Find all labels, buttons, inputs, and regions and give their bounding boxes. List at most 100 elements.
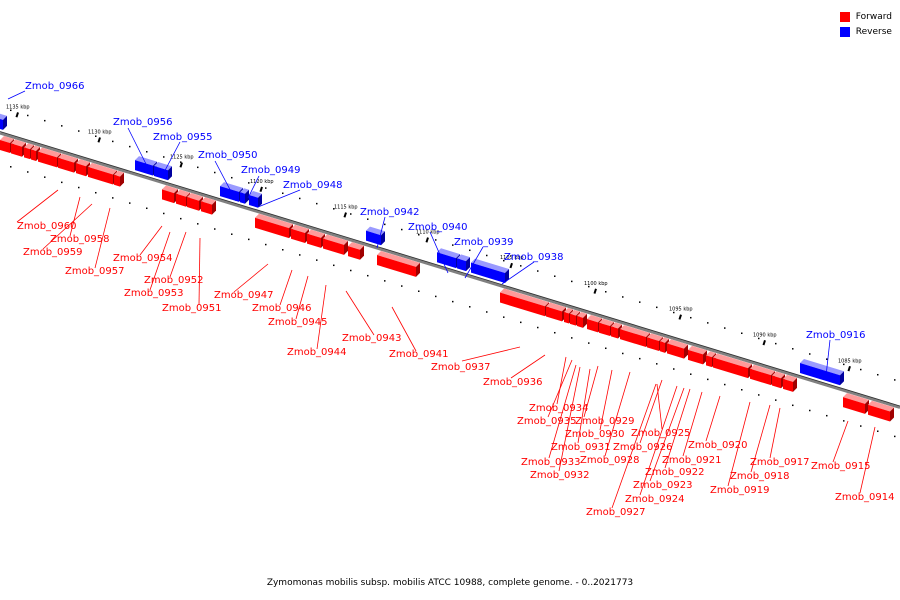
gene-label[interactable]: Zmob_0953 <box>124 288 184 299</box>
gene-label[interactable]: Zmob_0917 <box>750 457 810 468</box>
scale-dot-lower <box>435 295 437 298</box>
gene-label[interactable]: Zmob_0924 <box>625 494 685 505</box>
forward-gene[interactable] <box>201 197 216 215</box>
forward-gene[interactable] <box>577 311 587 328</box>
tick-mark <box>847 365 851 372</box>
gene-label[interactable]: Zmob_0937 <box>431 362 491 373</box>
gene-label[interactable]: Zmob_0948 <box>283 180 343 191</box>
gene-label[interactable]: Zmob_0934 <box>529 403 589 414</box>
forward-gene[interactable] <box>11 139 26 157</box>
scale-dot <box>401 228 403 231</box>
gene-label[interactable]: Zmob_0921 <box>662 455 722 466</box>
reverse-gene[interactable] <box>135 156 157 176</box>
forward-gene[interactable] <box>546 302 566 322</box>
gene-label[interactable]: Zmob_0922 <box>645 467 705 478</box>
gene-label[interactable]: Zmob_0951 <box>162 303 222 314</box>
gene-label[interactable]: Zmob_0928 <box>580 455 640 466</box>
gene-label[interactable]: Zmob_0950 <box>198 150 258 161</box>
forward-gene[interactable] <box>783 374 797 392</box>
gene-label[interactable]: Zmob_0954 <box>113 253 173 264</box>
gene-arrows <box>0 113 894 422</box>
gene-label[interactable]: Zmob_0941 <box>389 349 449 360</box>
forward-gene[interactable] <box>667 339 688 359</box>
gene-label[interactable]: Zmob_0932 <box>530 470 590 481</box>
gene-label[interactable]: Zmob_0920 <box>688 440 748 451</box>
gene-label[interactable]: Zmob_0914 <box>835 492 895 503</box>
scale-dot <box>197 166 199 169</box>
gene-label[interactable]: Zmob_0958 <box>50 234 110 245</box>
reverse-gene[interactable] <box>800 359 844 386</box>
label-leader-line <box>548 364 577 459</box>
scale-dot-lower <box>282 249 284 251</box>
gene-label[interactable]: Zmob_0946 <box>252 303 312 314</box>
gene-label[interactable]: Zmob_0943 <box>342 333 402 344</box>
gene-label[interactable]: Zmob_0936 <box>483 377 543 388</box>
reverse-gene[interactable] <box>437 248 460 269</box>
label-leader-line <box>464 246 484 279</box>
label-leader-line <box>859 426 876 494</box>
tick-label: 1135 kbp <box>6 104 30 110</box>
reverse-gene[interactable] <box>0 113 7 130</box>
scale-dot <box>843 363 845 366</box>
reverse-gene[interactable] <box>249 190 262 208</box>
forward-gene[interactable] <box>323 234 348 255</box>
scale-dot-lower <box>401 285 403 287</box>
gene-label[interactable]: Zmob_0949 <box>241 165 301 176</box>
gene-label[interactable]: Zmob_0966 <box>25 81 85 92</box>
scale-dot-lower <box>673 368 675 370</box>
forward-gene[interactable] <box>348 242 364 260</box>
forward-gene[interactable] <box>187 193 203 211</box>
forward-gene[interactable] <box>868 400 894 422</box>
gene-label[interactable]: Zmob_0940 <box>408 222 468 233</box>
scale-dot-lower <box>214 228 216 230</box>
gene-label[interactable]: Zmob_0942 <box>360 207 420 218</box>
reverse-gene[interactable] <box>366 226 385 246</box>
gene-label[interactable]: Zmob_0935 <box>517 416 577 427</box>
scale-dot <box>673 311 675 314</box>
gene-label[interactable]: Zmob_0927 <box>586 507 646 518</box>
gene-label[interactable]: Zmob_0939 <box>454 237 514 248</box>
gene-label[interactable]: Zmob_0925 <box>631 428 691 439</box>
gene-label[interactable]: Zmob_0960 <box>17 221 77 232</box>
gene-label[interactable]: Zmob_0938 <box>504 252 564 263</box>
scale-dot <box>724 327 726 329</box>
gene-label[interactable]: Zmob_0957 <box>65 266 125 277</box>
gene-label[interactable]: Zmob_0926 <box>613 442 673 453</box>
label-leader-line <box>7 90 26 100</box>
forward-gene[interactable] <box>688 345 707 365</box>
gene-label[interactable]: Zmob_0933 <box>521 457 581 468</box>
reverse-gene[interactable] <box>154 161 172 181</box>
scale-dot-lower <box>248 238 250 241</box>
gene-label[interactable]: Zmob_0930 <box>565 429 625 440</box>
scale-dot-lower <box>180 217 182 220</box>
gene-label[interactable]: Zmob_0923 <box>633 480 693 491</box>
scale-dot <box>656 306 658 309</box>
reverse-gene[interactable] <box>457 254 470 272</box>
gene-label[interactable]: Zmob_0947 <box>214 290 274 301</box>
gene-label[interactable]: Zmob_0952 <box>144 275 204 286</box>
forward-gene[interactable] <box>377 250 420 277</box>
gene-label[interactable]: Zmob_0955 <box>153 132 213 143</box>
scale-dot-lower <box>792 404 794 407</box>
gene-label[interactable]: Zmob_0919 <box>710 485 770 496</box>
gene-label[interactable]: Zmob_0931 <box>551 442 611 453</box>
gene-label[interactable]: Zmob_0916 <box>806 330 866 341</box>
label-leader-line <box>825 339 831 377</box>
scale-dot-lower <box>10 166 12 168</box>
gene-label[interactable]: Zmob_0915 <box>811 461 871 472</box>
label-leader-line <box>42 203 93 250</box>
scale-dot-lower <box>61 181 63 184</box>
forward-gene[interactable] <box>114 170 124 187</box>
gene-label[interactable]: Zmob_0956 <box>113 117 173 128</box>
gene-label[interactable]: Zmob_0945 <box>268 317 328 328</box>
gene-label[interactable]: Zmob_0944 <box>287 347 347 358</box>
scale-dot-lower <box>775 399 777 401</box>
tick-label: 1130 kbp <box>88 130 112 136</box>
tick-mark <box>509 262 513 269</box>
label-leader-line <box>769 407 781 459</box>
gene-label[interactable]: Zmob_0918 <box>730 471 790 482</box>
reverse-gene[interactable] <box>240 188 249 204</box>
gene-label[interactable]: Zmob_0929 <box>575 416 635 427</box>
gene-label[interactable]: Zmob_0959 <box>23 247 83 258</box>
forward-gene[interactable] <box>76 159 90 177</box>
